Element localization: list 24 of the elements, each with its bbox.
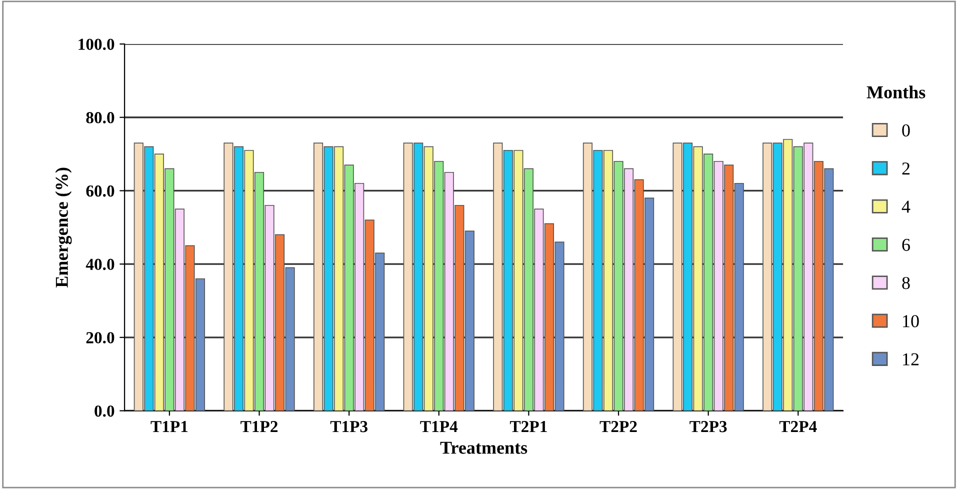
x-tick-label: T2P2 [600, 421, 637, 432]
y-tick-label: 40.0 [86, 258, 114, 270]
legend-label: 0 [902, 124, 910, 137]
legend-label: 10 [903, 315, 919, 328]
legend-label: 6 [902, 238, 910, 251]
legend-label: 2 [902, 162, 910, 174]
x-tick-label: T1P1 [150, 421, 188, 432]
y-tick-label: 60.0 [86, 185, 114, 197]
x-axis-title: Treatments [440, 442, 528, 454]
y-axis-title: Emergence (%) [55, 168, 72, 288]
x-tick-label: T1P3 [330, 421, 368, 432]
y-tick-label: 0.0 [94, 405, 114, 417]
y-tick-label: 20.0 [86, 332, 114, 344]
y-tick-label: 100.0 [78, 38, 114, 50]
x-tick-label: T2P3 [690, 421, 727, 432]
x-tick-label: T2P4 [779, 421, 817, 432]
x-tick-label: T2P1 [510, 421, 547, 432]
legend-label: 12 [903, 353, 919, 366]
legend-label: 4 [902, 200, 910, 213]
x-tick-label: T1P4 [420, 421, 458, 432]
legend-title: Months [866, 86, 926, 98]
x-tick-label: T1P2 [240, 421, 278, 432]
legend-label: 8 [902, 276, 910, 290]
y-tick-label: 80.0 [86, 112, 114, 124]
